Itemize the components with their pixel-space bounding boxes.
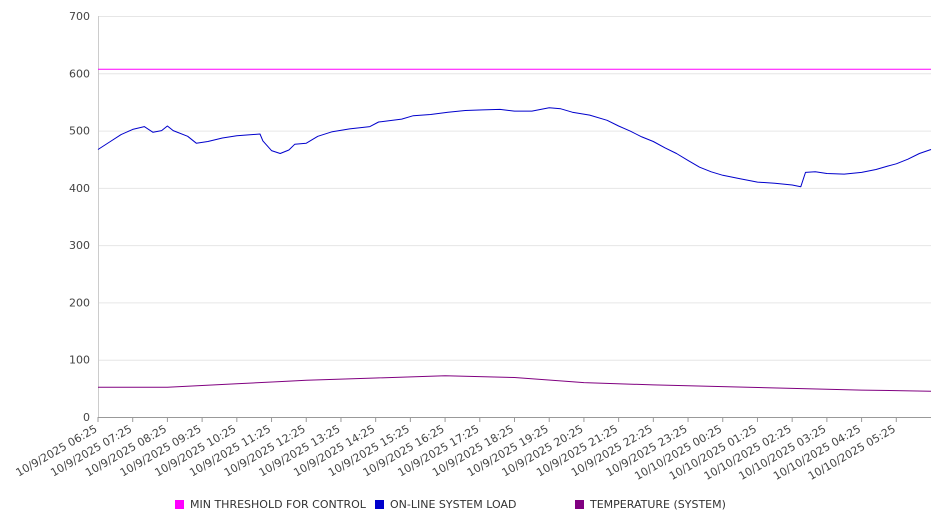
y-tick-label: 700 xyxy=(69,10,90,23)
y-axis-ticks: 0 100 200 300 400 500 600 700 xyxy=(69,10,90,424)
y-tick-label: 100 xyxy=(69,354,90,367)
axes xyxy=(97,16,931,422)
legend-label-min-threshold: MIN THRESHOLD FOR CONTROL xyxy=(190,498,366,511)
y-tick-label: 200 xyxy=(69,296,90,309)
series-system-load-line xyxy=(97,107,932,188)
gridlines xyxy=(98,16,931,361)
y-tick-label: 500 xyxy=(69,125,90,138)
legend: MIN THRESHOLD FOR CONTROL ON-LINE SYSTEM… xyxy=(0,498,946,514)
legend-label-temperature: TEMPERATURE (SYSTEM) xyxy=(590,498,726,511)
y-tick-label: 0 xyxy=(83,411,90,424)
y-tick-label: 600 xyxy=(69,67,90,80)
y-tick-label: 400 xyxy=(69,182,90,195)
legend-label-system-load: ON-LINE SYSTEM LOAD xyxy=(390,498,517,511)
legend-swatch-temperature xyxy=(575,500,584,509)
legend-swatch-system-load xyxy=(375,500,384,509)
legend-item-min-threshold[interactable]: MIN THRESHOLD FOR CONTROL xyxy=(175,498,366,511)
series-lines xyxy=(97,68,932,392)
series-temperature-line xyxy=(98,375,932,392)
legend-swatch-min-threshold xyxy=(175,500,184,509)
y-tick-label: 300 xyxy=(69,239,90,252)
legend-item-system-load[interactable]: ON-LINE SYSTEM LOAD xyxy=(375,498,516,511)
legend-item-temperature[interactable]: TEMPERATURE (SYSTEM) xyxy=(575,498,726,511)
